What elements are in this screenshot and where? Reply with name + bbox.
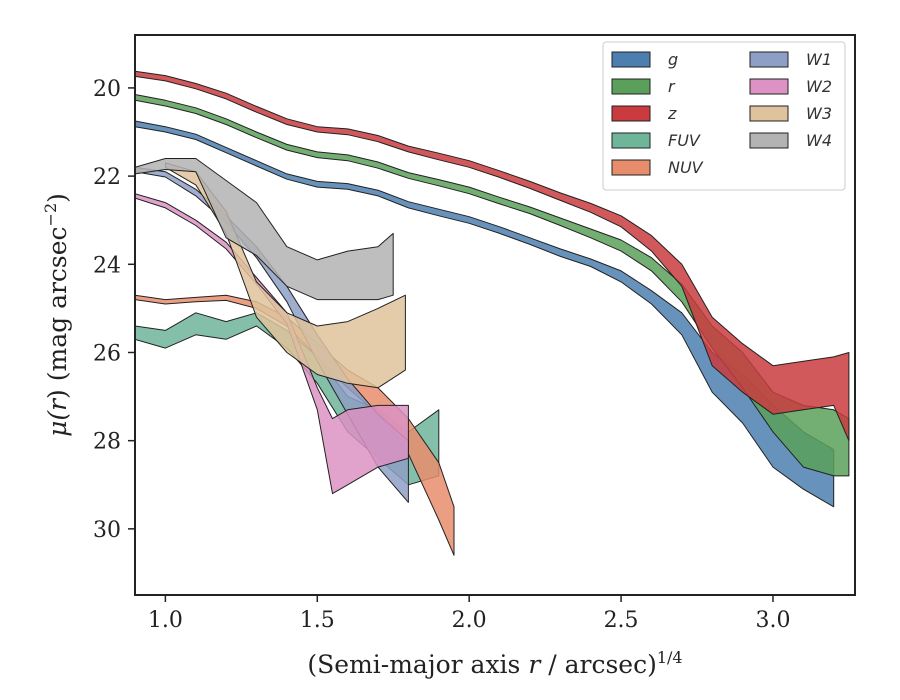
legend-label-NUV: NUV (668, 158, 704, 177)
band-r (135, 94, 850, 477)
y-axis: 20 22 24 26 28 30 (93, 77, 135, 543)
y-axis-label: μ(r) (mag arcsec−2) (41, 193, 72, 437)
legend-swatch-W4 (749, 132, 789, 149)
legend-swatch-FUV (611, 132, 651, 149)
plot-frame (134, 34, 856, 596)
x-tick-label: 1.5 (300, 608, 335, 633)
y-tick-label: 28 (93, 430, 121, 455)
legend-swatch-W1 (749, 51, 789, 68)
x-axis: 1.0 1.5 2.0 2.5 3.0 (148, 595, 790, 633)
legend-label-W2: W2 (806, 77, 832, 96)
legend-label-r: r (668, 77, 676, 96)
x-tick-label: 3.0 (755, 608, 790, 633)
legend-swatch-W2 (749, 78, 789, 95)
x-tick-label: 2.5 (604, 608, 639, 633)
legend-label-W3: W3 (806, 104, 832, 123)
legend: grz FUV NUV W1 W2 W3 W4 (602, 41, 846, 191)
band-W4 (135, 158, 394, 301)
legend-label-FUV: FUV (668, 131, 701, 150)
legend-swatch-W3 (749, 105, 789, 122)
legend-label-g: g (668, 50, 678, 69)
profile-bands (135, 70, 850, 556)
x-axis-label: (Semi-major axis r / arcsec)1/4 (307, 648, 682, 679)
legend-swatch-r (611, 78, 651, 95)
y-tick-label: 30 (93, 518, 121, 543)
legend-swatch-g (611, 51, 651, 68)
x-tick-label: 2.0 (452, 608, 487, 633)
band-z (135, 70, 850, 442)
legend-label-W4: W4 (806, 131, 832, 150)
band-g (135, 120, 835, 508)
y-tick-label: 22 (93, 165, 121, 190)
legend-label-z: z (667, 104, 677, 123)
y-tick-label: 20 (93, 77, 121, 102)
y-tick-label: 26 (93, 341, 121, 366)
y-tick-label: 24 (93, 253, 121, 278)
legend-swatch-z (611, 105, 651, 122)
x-tick-label: 1.0 (148, 608, 183, 633)
legend-label-W1: W1 (806, 50, 832, 69)
legend-swatch-NUV (611, 159, 651, 176)
